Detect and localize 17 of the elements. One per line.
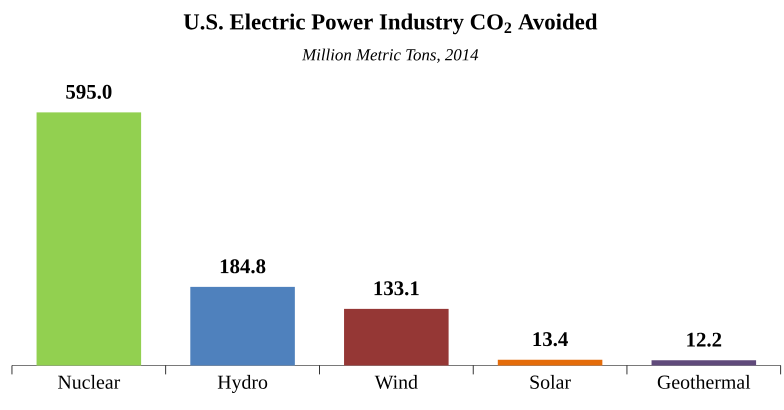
data-label: 13.4 (534, 332, 568, 346)
x-tick-label: Geothermal (658, 374, 750, 389)
data-label: 133.1 (374, 281, 419, 296)
chart-subtitle: Million Metric Tons, 2014 (302, 48, 478, 63)
bar (498, 360, 602, 366)
bar (652, 360, 756, 366)
x-tick-label: Nuclear (58, 374, 120, 389)
bar (36, 112, 142, 366)
x-tick-label: Solar (530, 374, 571, 389)
x-tick-label: Hydro (218, 374, 268, 393)
x-tick-label: Wind (374, 374, 418, 389)
data-label: 595.0 (66, 84, 112, 99)
bar (344, 308, 449, 366)
bar (190, 286, 295, 366)
chart-title: U.S. Electric Power Industry CO$_{2}$ Avoided (184, 13, 598, 34)
data-label: 184.8 (220, 259, 266, 274)
data-label: 12.2 (687, 332, 722, 347)
